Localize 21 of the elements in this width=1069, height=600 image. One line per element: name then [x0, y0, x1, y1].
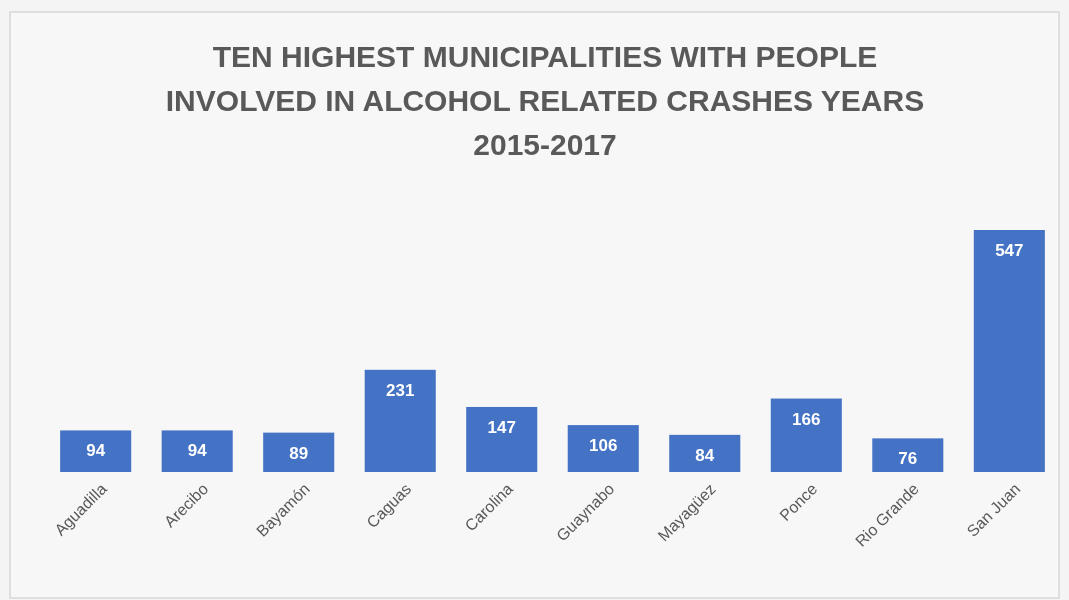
data-label: 231 — [386, 380, 415, 400]
bar — [263, 432, 335, 472]
data-label: 94 — [86, 441, 106, 461]
bar — [770, 398, 842, 472]
bar — [973, 230, 1045, 472]
data-label: 94 — [187, 441, 208, 461]
data-label: 106 — [589, 436, 618, 456]
bar — [669, 434, 741, 472]
data-label: 89 — [289, 443, 309, 463]
bar — [872, 438, 944, 472]
data-label: 84 — [695, 445, 715, 465]
bar — [567, 425, 639, 472]
bar — [466, 406, 538, 472]
bar — [364, 369, 436, 472]
data-label: 76 — [898, 449, 918, 469]
bar — [60, 430, 132, 472]
data-label: 147 — [487, 417, 516, 437]
data-label: 166 — [792, 409, 821, 429]
data-label: 547 — [995, 241, 1024, 260]
chart-title: TEN HIGHEST MUNICIPALITIES WITH PEOPLE INVOLVED IN ALCOHOL RELATED CRASHES YEARS 2015-2017 — [165, 40, 925, 161]
bar — [161, 430, 233, 472]
